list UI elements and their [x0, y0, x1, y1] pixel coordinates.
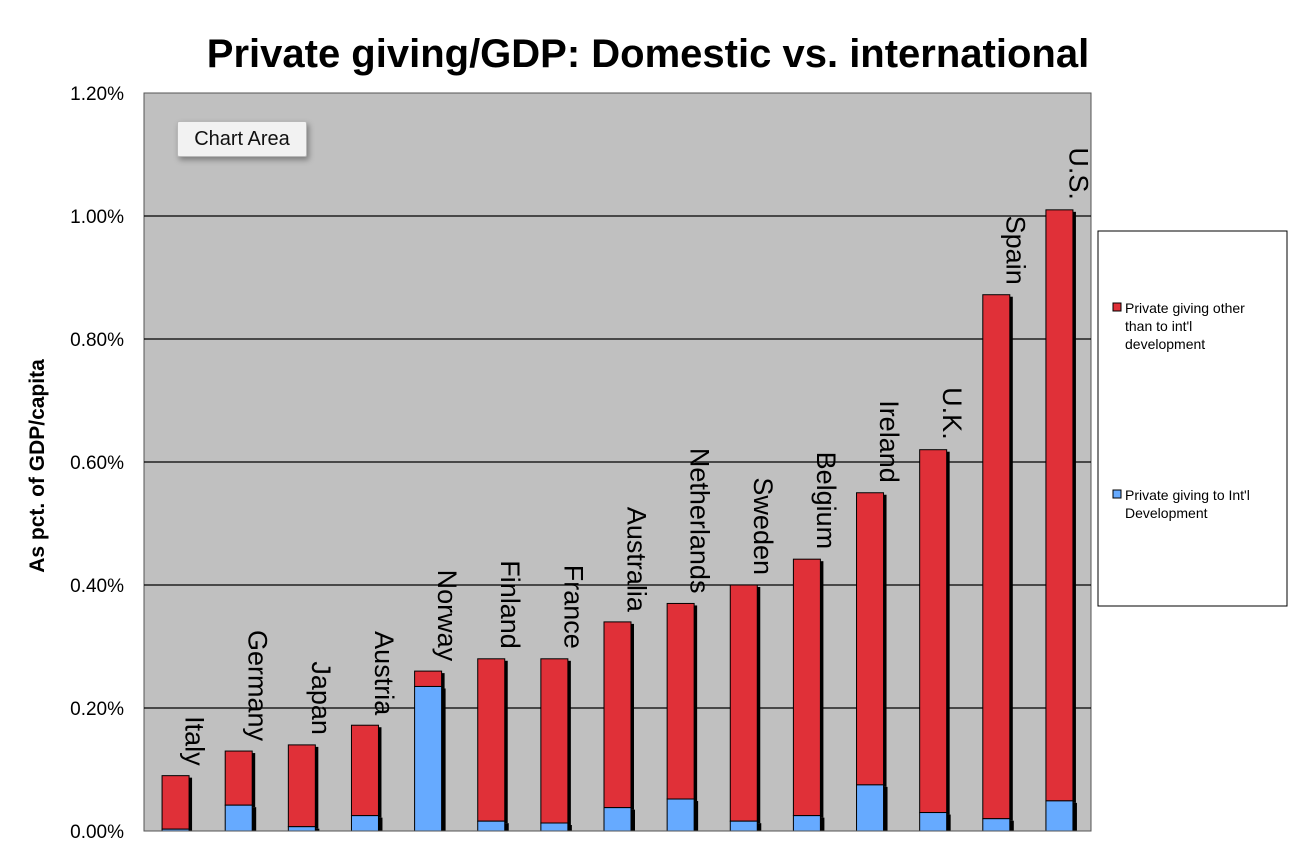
bar-other[interactable]	[540, 658, 569, 824]
y-tick-label: 1.20%	[70, 84, 124, 105]
category-label: Spain	[1000, 216, 1030, 285]
bar-intl[interactable]	[603, 807, 632, 832]
bar-other[interactable]	[666, 602, 695, 800]
bar-intl[interactable]	[729, 820, 758, 832]
chart-title: Private giving/GDP: Domestic vs. interna…	[207, 32, 1089, 76]
bar-other[interactable]	[603, 621, 632, 809]
legend[interactable]: Private giving other than to int'l devel…	[1097, 230, 1288, 607]
bar-intl[interactable]	[350, 815, 379, 832]
bar-other[interactable]	[477, 658, 506, 822]
category-label: France	[558, 565, 588, 649]
bar-intl[interactable]	[666, 798, 695, 832]
y-tick-label: 0.60%	[70, 453, 124, 474]
bar-intl[interactable]	[792, 815, 821, 832]
category-label: Japan	[306, 661, 336, 735]
bar-other[interactable]	[919, 449, 948, 814]
category-label: U.S.	[1063, 147, 1093, 200]
y-tick-label: 1.00%	[70, 207, 124, 228]
category-label: Norway	[432, 570, 462, 662]
bar-intl[interactable]	[540, 822, 569, 832]
y-tick-label: 0.80%	[70, 330, 124, 351]
category-label: Ireland	[874, 400, 904, 483]
chart-area-tooltip: Chart Area	[177, 121, 307, 157]
bar-intl[interactable]	[477, 820, 506, 832]
bar-other[interactable]	[161, 775, 190, 830]
legend-swatch-other	[1112, 302, 1122, 312]
y-tick-label: 0.20%	[70, 699, 124, 720]
y-axis-label: As pct. of GDP/capita	[26, 359, 49, 573]
bar-intl[interactable]	[856, 784, 885, 832]
bar-intl[interactable]	[287, 826, 316, 832]
bar-other[interactable]	[729, 584, 758, 822]
bar-other[interactable]	[224, 750, 253, 806]
category-label: Australia	[622, 507, 652, 613]
bar-other[interactable]	[414, 670, 443, 687]
bar-other[interactable]	[1045, 209, 1074, 802]
bar-other[interactable]	[982, 294, 1011, 820]
legend-swatch-intl	[1112, 489, 1122, 499]
tooltip-label: Chart Area	[194, 127, 290, 150]
legend-box	[1097, 230, 1288, 607]
category-label: Finland	[495, 560, 525, 649]
bar-intl[interactable]	[224, 804, 253, 832]
category-label: U.K.	[937, 387, 967, 440]
y-tick-label: 0.00%	[70, 822, 124, 843]
category-label: Belgium	[811, 452, 841, 550]
category-label: Sweden	[748, 477, 778, 575]
category-label: Netherlands	[685, 448, 715, 594]
bar-intl[interactable]	[414, 685, 443, 832]
category-label: Austria	[369, 631, 399, 716]
bar-other[interactable]	[287, 744, 316, 828]
bars	[161, 209, 1077, 832]
legend-label-intl: Private giving to Int'l Development	[1125, 487, 1254, 521]
bar-intl[interactable]	[1045, 800, 1074, 832]
bar-other[interactable]	[856, 492, 885, 786]
y-axis-ticks: 0.00% 0.20% 0.40% 0.60% 0.80% 1.00% 1.20%	[70, 84, 124, 843]
category-label: Italy	[180, 716, 210, 766]
bar-intl[interactable]	[982, 818, 1011, 832]
legend-label-other: Private giving other than to int'l devel…	[1125, 300, 1249, 352]
bar-other[interactable]	[792, 558, 821, 817]
y-tick-label: 0.40%	[70, 576, 124, 597]
bar-intl[interactable]	[919, 812, 948, 832]
category-label: Germany	[243, 630, 273, 742]
bar-other[interactable]	[350, 724, 379, 817]
category-labels: Italy Germany Japan Austria Norway Finland Fra…	[180, 147, 1094, 766]
